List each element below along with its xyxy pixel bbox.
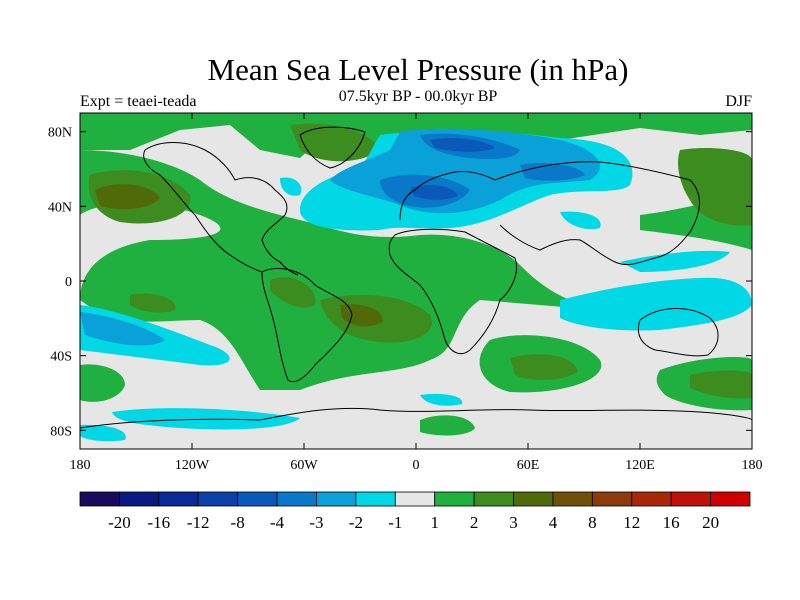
coastlines [80,126,752,429]
colorbar-label: -2 [349,513,363,532]
lat-tick-label: 40S [50,350,72,365]
colorbar-swatch [316,491,357,507]
colorbar-label: 16 [663,513,680,532]
colorbar-label: 2 [470,513,479,532]
lon-tick-label: 180 [70,458,91,473]
colorbar-swatch [710,491,751,507]
colorbar-swatch [513,491,554,507]
colorbar-label: 8 [588,513,597,532]
experiment-label: Expt = teaei-teada [80,93,197,110]
colorbar-swatch [237,491,278,507]
colorbar-label: 3 [509,513,518,532]
colorbar-swatch [394,491,436,507]
lat-tick-label: 40N [48,200,72,215]
season-label: DJF [725,93,752,110]
colorbar-swatch [158,491,199,507]
colorbar-swatch [276,491,317,507]
colorbar-label: -4 [270,513,285,532]
lon-tick-label: 0 [413,458,420,473]
colorbar-swatch [591,491,633,507]
colorbar-label: 1 [430,513,439,532]
colorbar-label: -3 [309,513,323,532]
lon-tick-label: 60W [290,458,318,473]
colorbar-label: -20 [108,513,131,532]
lon-tick-label: 120W [175,458,210,473]
colorbar-swatch [355,491,396,507]
colorbar-swatch [197,491,239,507]
colorbar-label: 4 [549,513,558,532]
map-field [80,113,752,449]
colorbar-swatch [434,491,475,507]
lat-tick-label: 80S [50,424,72,439]
lat-tick-label: 80N [48,126,72,141]
lon-tick-label: 60E [517,458,540,473]
lat-tick-label: 0 [65,275,72,290]
colorbar-swatch [670,491,711,507]
colorbar-label: -1 [388,513,402,532]
colorbar-label: 20 [702,513,719,532]
colorbar-swatch [79,491,120,507]
colorbar-swatch [552,491,593,507]
colorbar-swatch [119,491,160,507]
lon-tick-label: 120E [625,458,655,473]
colorbar-label: -8 [231,513,245,532]
colorbar-label: -12 [187,513,210,532]
chart-title: Mean Sea Level Pressure (in hPa) [207,52,629,87]
colorbar-label: -16 [147,513,170,532]
colorbar-swatch [473,491,514,507]
colorbar-label: 12 [623,513,640,532]
axis-ticks: 180 120W 60W 0 60E 120E 180 80N 40N 0 40S 80S [48,113,763,473]
colorbar-swatch [631,491,672,507]
chart-subtitle: 07.5kyr BP - 00.0kyr BP [338,88,498,105]
negative-anomaly-stronger [410,137,495,200]
lon-tick-label: 180 [742,458,763,473]
colorbar: -20 -16 -12 -8 -4 -3 -2 -1 1 2 3 4 8 12 16 20 [79,491,751,532]
